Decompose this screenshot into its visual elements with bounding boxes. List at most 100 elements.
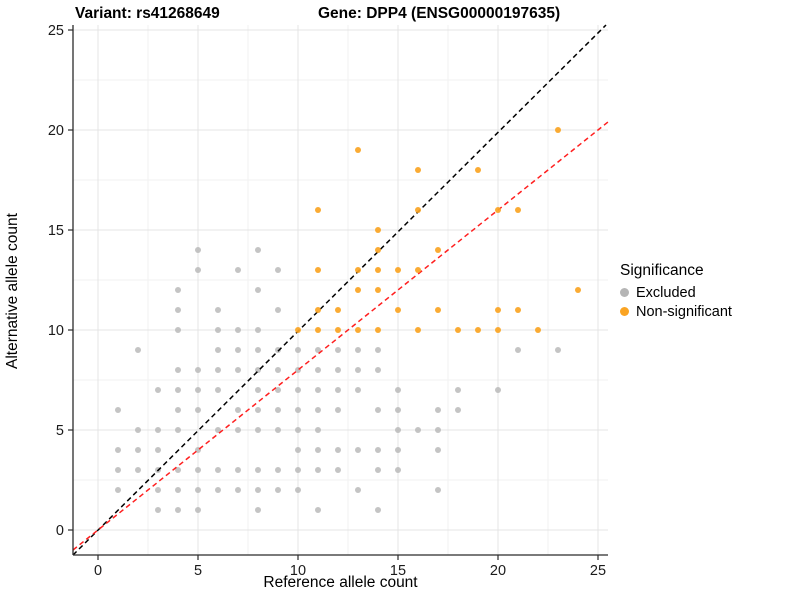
data-point <box>495 307 501 313</box>
legend-item-label: Excluded <box>636 284 696 301</box>
y-tick-label: 10 <box>48 323 64 339</box>
data-point <box>275 347 281 353</box>
data-point <box>515 307 521 313</box>
data-point <box>435 247 441 253</box>
data-point <box>315 467 321 473</box>
data-point <box>355 347 361 353</box>
data-point <box>435 427 441 433</box>
data-point <box>215 487 221 493</box>
data-point <box>435 407 441 413</box>
data-point <box>235 427 241 433</box>
data-point <box>315 207 321 213</box>
data-point <box>215 367 221 373</box>
data-point <box>255 467 261 473</box>
data-point <box>195 407 201 413</box>
identity-line <box>72 24 607 556</box>
data-point <box>195 387 201 393</box>
data-point <box>555 347 561 353</box>
x-tick-label: 10 <box>290 563 306 579</box>
data-point <box>495 387 501 393</box>
data-point <box>175 507 181 513</box>
data-point <box>235 347 241 353</box>
data-point <box>175 407 181 413</box>
data-point <box>335 387 341 393</box>
data-point <box>395 447 401 453</box>
x-tick-label: 0 <box>94 563 102 579</box>
data-point <box>195 247 201 253</box>
data-point <box>355 367 361 373</box>
data-point <box>395 467 401 473</box>
legend-item-excluded: Excluded <box>620 283 732 302</box>
y-tick-label: 0 <box>56 523 64 539</box>
excluded-dot-icon <box>620 288 629 297</box>
data-point <box>315 447 321 453</box>
data-point <box>115 467 121 473</box>
data-point <box>315 427 321 433</box>
plot-title-variant: Variant: rs41268649 <box>75 5 220 22</box>
data-point <box>235 467 241 473</box>
data-point <box>415 267 421 273</box>
data-point <box>255 327 261 333</box>
data-point <box>395 307 401 313</box>
data-point <box>575 287 581 293</box>
data-point <box>315 267 321 273</box>
data-point <box>335 467 341 473</box>
legend-item-label: Non-significant <box>636 303 732 320</box>
plot-title-gene: Gene: DPP4 (ENSG00000197635) <box>318 5 561 22</box>
data-point <box>355 447 361 453</box>
x-tick-label: 25 <box>590 563 606 579</box>
data-point <box>215 327 221 333</box>
data-point <box>215 467 221 473</box>
data-point <box>495 207 501 213</box>
data-point <box>275 427 281 433</box>
data-point <box>175 367 181 373</box>
data-point <box>115 407 121 413</box>
data-point <box>355 287 361 293</box>
data-point <box>475 327 481 333</box>
data-point <box>155 427 161 433</box>
x-tick-label: 15 <box>390 563 406 579</box>
data-point <box>375 407 381 413</box>
data-point <box>275 307 281 313</box>
y-tick-label: 25 <box>48 23 64 39</box>
data-point <box>335 307 341 313</box>
data-point <box>455 407 461 413</box>
data-point <box>315 407 321 413</box>
data-point <box>415 427 421 433</box>
data-point <box>375 347 381 353</box>
data-point <box>355 387 361 393</box>
data-point <box>375 507 381 513</box>
data-point <box>375 287 381 293</box>
data-point <box>315 327 321 333</box>
non-significant-dot-icon <box>620 307 629 316</box>
data-point <box>275 267 281 273</box>
data-point <box>295 467 301 473</box>
data-point <box>155 507 161 513</box>
data-point <box>355 147 361 153</box>
data-point <box>295 407 301 413</box>
data-point <box>375 367 381 373</box>
data-point <box>395 267 401 273</box>
data-point <box>295 327 301 333</box>
data-point <box>315 347 321 353</box>
data-point <box>415 207 421 213</box>
data-point <box>255 287 261 293</box>
data-point <box>175 467 181 473</box>
data-point <box>335 327 341 333</box>
data-point <box>295 447 301 453</box>
data-point <box>155 487 161 493</box>
data-point <box>415 167 421 173</box>
y-tick-label: 15 <box>48 223 64 239</box>
data-point <box>355 487 361 493</box>
data-point <box>275 387 281 393</box>
x-axis-label: Reference allele count <box>263 574 418 591</box>
data-point <box>175 287 181 293</box>
legend-item-non-significant: Non-significant <box>620 302 732 321</box>
data-point <box>135 467 141 473</box>
data-point <box>255 387 261 393</box>
data-point <box>195 507 201 513</box>
y-axis-label: Alternative allele count <box>4 213 21 369</box>
data-point <box>175 307 181 313</box>
data-point <box>155 387 161 393</box>
